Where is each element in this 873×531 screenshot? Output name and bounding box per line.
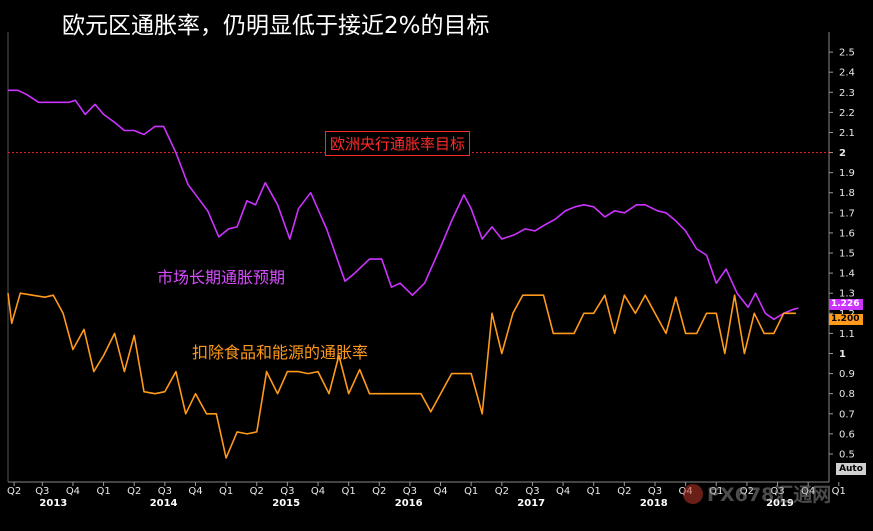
x-tick-label: Q1: [832, 486, 846, 497]
y-tick-label: 1.9: [839, 168, 855, 179]
x-tick-label: Q3: [648, 486, 662, 497]
last-value-tag-market: 1.226: [829, 299, 863, 310]
x-tick-label: Q3: [403, 486, 417, 497]
x-year-label: 2014: [150, 498, 178, 509]
x-tick-label: Q1: [96, 486, 110, 497]
y-tick-label: 1.1: [839, 329, 855, 340]
x-tick-label: Q3: [158, 486, 172, 497]
y-tick-label: 2.1: [839, 128, 855, 139]
x-tick-label: Q3: [770, 486, 784, 497]
series-label-core-inflation: 扣除食品和能源的通胀率: [192, 343, 369, 362]
y-tick-label: 2: [839, 148, 846, 159]
x-tick-label: Q4: [433, 486, 447, 497]
x-tick-label: Q3: [35, 486, 49, 497]
y-tick-label: 1.7: [839, 208, 855, 219]
y-tick-label: 0.5: [839, 449, 855, 460]
y-tick-label: 2.4: [839, 68, 855, 79]
x-year-label: 2016: [395, 498, 423, 509]
chart-title: 欧元区通胀率，仍明显低于接近2%的目标: [62, 13, 490, 39]
x-year-label: 2019: [766, 498, 794, 509]
y-tick-label: 0.6: [839, 429, 855, 440]
x-tick-label: Q2: [250, 486, 264, 497]
series-label-market-expectation: 市场长期通胀预期: [157, 268, 286, 287]
y-tick-label: 2.3: [839, 88, 855, 99]
x-tick-label: Q2: [372, 486, 386, 497]
y-tick-label: 1.4: [839, 269, 855, 280]
y-axis: 0.50.60.70.80.911.11.21.31.41.51.61.71.8…: [829, 48, 855, 460]
y-tick-label: 0.9: [839, 369, 855, 380]
x-year-label: 2017: [517, 498, 545, 509]
x-year-label: 2015: [272, 498, 300, 509]
x-tick-label: Q1: [709, 486, 723, 497]
y-tick-label: 1: [839, 349, 846, 360]
x-year-label: 2018: [640, 498, 668, 509]
y-tick-label: 0.8: [839, 389, 855, 400]
x-tick-label: Q4: [311, 486, 325, 497]
x-tick-label: Q4: [556, 486, 570, 497]
x-tick-label: Q4: [801, 486, 815, 497]
x-tick-label: Q2: [740, 486, 754, 497]
x-tick-label: Q3: [525, 486, 539, 497]
watermark-text: FX678汇通网: [707, 484, 832, 506]
watermark: FX678汇通网: [683, 480, 831, 507]
x-tick-label: Q3: [280, 486, 294, 497]
y-tick-label: 2.5: [839, 48, 855, 59]
series-layer: [7, 89, 799, 459]
y-tick-label: 1.5: [839, 249, 855, 260]
last-value-tag-core: 1.200: [829, 314, 863, 325]
x-tick-label: Q1: [342, 486, 356, 497]
reference-line-label: 欧洲央行通胀率目标: [325, 131, 471, 156]
x-year-label: 2013: [39, 498, 67, 509]
x-tick-label: Q1: [464, 486, 478, 497]
x-tick-label: Q4: [188, 486, 202, 497]
y-tick-label: 1.8: [839, 188, 855, 199]
series-line-market-expectation: [8, 89, 799, 321]
y-tick-label: 0.7: [839, 409, 855, 420]
series-line-core-inflation: [7, 292, 796, 459]
y-tick-label: 2.2: [839, 108, 855, 119]
x-tick-label: Q1: [219, 486, 233, 497]
x-tick-label: Q2: [617, 486, 631, 497]
x-tick-label: Q4: [66, 486, 80, 497]
plot-frame: [7, 32, 830, 483]
x-tick-label: Q2: [7, 486, 21, 497]
watermark-logo-icon: [683, 484, 703, 504]
x-axis: Q2 Q3 Q4 Q1 Q2 Q3 Q4 Q1 Q2 Q3 Q4 Q1 Q2 Q3 Q4 Q1 Q2 Q3 Q4 Q1…: [7, 482, 846, 509]
y-tick-label: 1.3: [839, 289, 855, 300]
x-tick-label: Q2: [495, 486, 509, 497]
x-tick-label: Q2: [127, 486, 141, 497]
x-tick-label: Q1: [587, 486, 601, 497]
auto-scale-button[interactable]: Auto: [836, 463, 866, 475]
y-tick-label: 1.6: [839, 228, 855, 239]
